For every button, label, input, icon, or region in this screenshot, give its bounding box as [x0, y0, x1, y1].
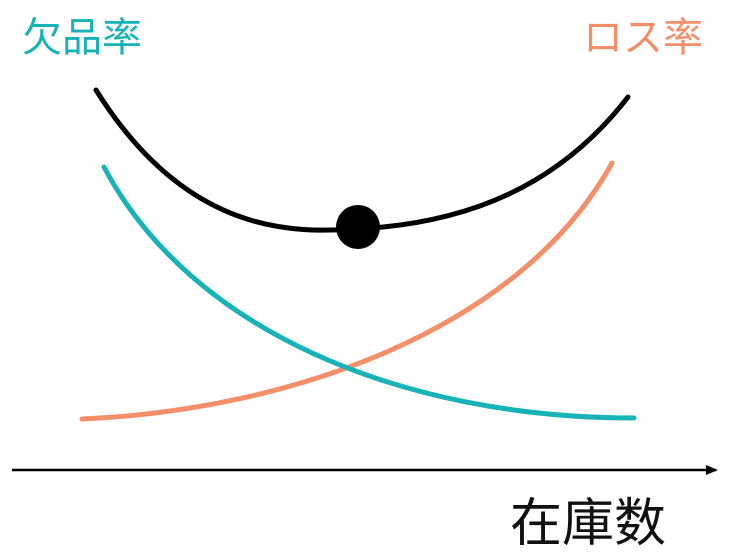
shortage-rate-curve	[101, 164, 637, 421]
optimum-point-marker	[336, 205, 380, 249]
loss-rate-curve	[79, 160, 615, 422]
shortage-rate-label: 欠品率	[22, 15, 142, 61]
x-axis-label: 在庫数	[510, 494, 667, 554]
loss-rate-label: ロス率	[583, 15, 703, 61]
